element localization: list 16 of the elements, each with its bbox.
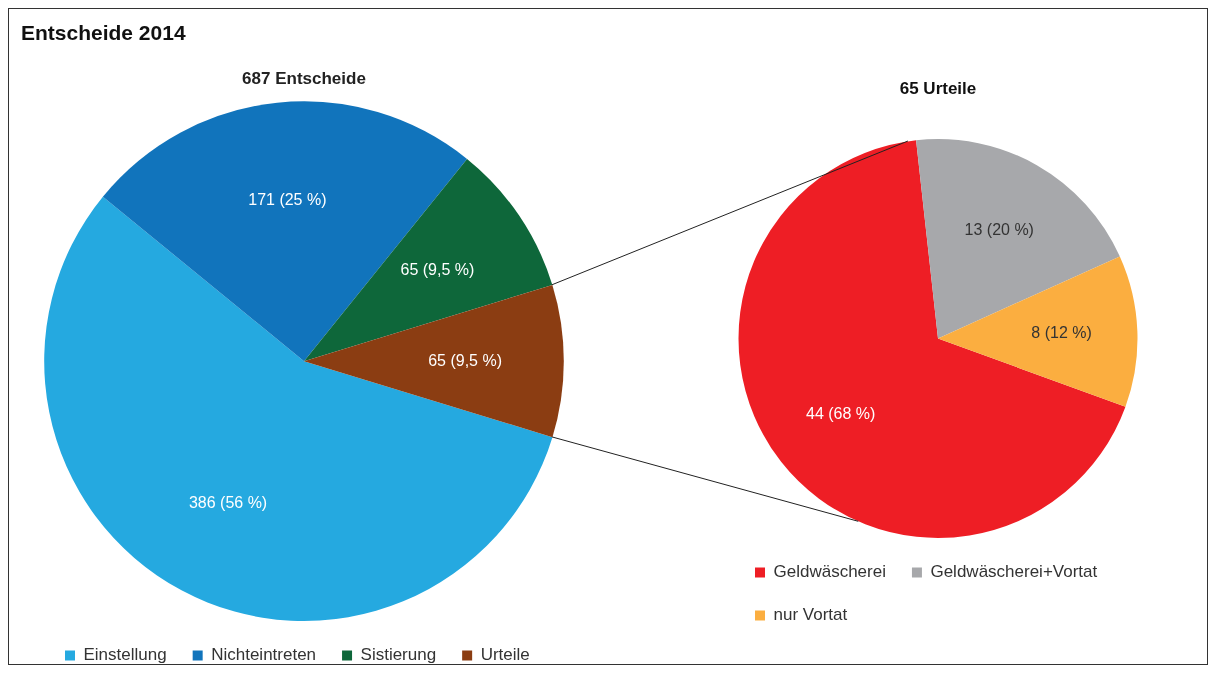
legend-label: Urteile	[480, 645, 530, 665]
chart-subtitle: 687 Entscheide	[242, 68, 366, 88]
data-label: 65 (9,5 %)	[400, 261, 475, 279]
legend-label: Geldwäscherei	[773, 562, 886, 582]
chart-title: Entscheide 2014	[21, 21, 186, 45]
data-label: 386 (56 %)	[188, 493, 268, 511]
chart-title: 65 Urteile	[898, 79, 978, 99]
legend-label: nur Vortat	[773, 605, 848, 625]
legend-label: Nichteintreten	[211, 645, 317, 665]
data-label: 8 (12 %)	[1031, 324, 1092, 342]
data-label: 65 (9,5 %)	[428, 351, 502, 369]
legend-label: Geldwäscherei+Vortat	[930, 562, 1098, 582]
legend-label: Einstellung	[83, 645, 167, 665]
data-label: 171 (25 %)	[248, 191, 327, 209]
data-label: 13 (20 %)	[964, 221, 1034, 239]
legend-label: Sistierung	[360, 645, 437, 665]
